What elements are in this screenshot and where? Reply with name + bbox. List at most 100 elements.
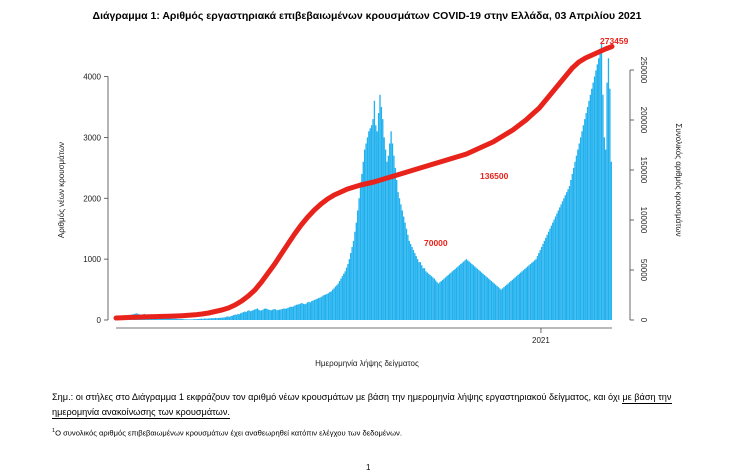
daily-cases-bar	[362, 161, 364, 320]
daily-cases-bar	[217, 317, 220, 320]
daily-cases-bar	[316, 298, 318, 320]
daily-cases-bar	[245, 312, 247, 320]
daily-cases-bar	[518, 273, 520, 320]
daily-cases-bar	[517, 274, 519, 320]
daily-cases-bar	[428, 273, 430, 320]
daily-cases-bar	[538, 253, 540, 320]
daily-cases-bar	[588, 100, 590, 321]
daily-cases-bar	[522, 270, 525, 320]
daily-cases-bar	[500, 289, 502, 320]
daily-cases-bar	[422, 268, 424, 320]
daily-cases-bar	[383, 137, 385, 320]
daily-cases-bar	[294, 305, 296, 320]
daily-cases-bar	[340, 278, 342, 320]
daily-cases-bar	[506, 284, 508, 320]
daily-cases-bar	[173, 318, 175, 320]
daily-cases-bar	[550, 225, 553, 320]
daily-cases-bar	[575, 155, 578, 320]
daily-cases-bar	[338, 281, 341, 320]
daily-cases-bar	[398, 198, 401, 320]
daily-cases-bar	[206, 318, 208, 320]
daily-cases-bar	[568, 186, 571, 320]
daily-cases-bar	[213, 318, 215, 320]
daily-cases-bar	[514, 277, 516, 320]
daily-cases-bar	[251, 310, 253, 320]
daily-cases-bar	[539, 250, 541, 320]
daily-cases-bar	[433, 278, 435, 320]
daily-cases-bar	[592, 82, 594, 320]
daily-cases-bar	[189, 319, 192, 320]
daily-cases-bar	[528, 265, 530, 320]
daily-cases-bar	[177, 318, 179, 320]
daily-cases-bar	[256, 308, 259, 320]
daily-cases-bar	[347, 264, 349, 320]
daily-cases-bar	[166, 317, 168, 320]
daily-cases-bar	[269, 309, 271, 320]
daily-cases-bar	[475, 267, 477, 320]
daily-cases-bar	[203, 318, 206, 320]
daily-cases-bar	[607, 58, 610, 320]
daily-cases-bar	[265, 308, 267, 320]
daily-cases-bar	[188, 319, 190, 320]
daily-cases-bar	[589, 94, 592, 320]
daily-cases-bar	[304, 304, 306, 320]
daily-cases-bar	[603, 137, 605, 320]
daily-cases-bar	[184, 319, 186, 320]
daily-cases-bar	[467, 260, 469, 320]
daily-cases-bar	[521, 271, 523, 320]
daily-cases-bar	[274, 309, 277, 320]
daily-cases-bar	[419, 262, 422, 320]
daily-cases-bar	[244, 311, 246, 320]
daily-cases-bar	[284, 308, 286, 320]
daily-cases-bar	[260, 310, 263, 320]
daily-cases-bar	[557, 210, 559, 320]
daily-cases-bar	[191, 319, 193, 320]
daily-cases-bar	[515, 276, 518, 320]
daily-cases-bar	[400, 204, 402, 320]
x-axis-title: Ημερομηνία λήψης δείγματος	[315, 359, 419, 368]
page-number: 1	[366, 463, 371, 472]
daily-cases-bar	[513, 278, 515, 320]
left-tick-label: 0	[97, 316, 102, 325]
daily-cases-bar	[468, 261, 470, 320]
right-tick-label: 250000	[639, 57, 648, 84]
daily-cases-bar	[472, 265, 474, 320]
daily-cases-bar	[358, 198, 360, 320]
daily-cases-bar	[277, 309, 279, 320]
peak-label: 273459	[600, 36, 629, 46]
daily-cases-bar	[533, 260, 536, 320]
daily-cases-bar	[334, 286, 337, 320]
daily-cases-bar	[326, 293, 328, 320]
daily-cases-bar	[355, 222, 357, 320]
daily-cases-bar	[382, 119, 384, 320]
daily-cases-bar	[272, 309, 274, 320]
daily-cases-bar	[595, 70, 597, 321]
daily-cases-bar	[372, 119, 374, 320]
daily-cases-bar	[436, 282, 438, 320]
daily-cases-bar	[532, 261, 534, 320]
right-tick-label: 150000	[639, 157, 648, 184]
daily-cases-bar	[510, 281, 512, 320]
daily-cases-bars	[116, 43, 612, 321]
daily-cases-bar	[195, 319, 197, 320]
daily-cases-bar	[486, 277, 488, 320]
daily-cases-bar	[554, 216, 557, 320]
daily-cases-bar	[448, 273, 451, 320]
daily-cases-bar	[354, 231, 356, 320]
daily-cases-bar	[365, 143, 367, 320]
daily-cases-bar	[295, 304, 298, 320]
daily-cases-bar	[387, 155, 390, 320]
daily-cases-bar	[561, 201, 564, 320]
daily-cases-bar	[231, 315, 233, 320]
daily-cases-bar	[311, 301, 313, 320]
cumulative-cases-line	[113, 44, 615, 321]
daily-cases-bar	[384, 149, 387, 320]
daily-cases-bar	[430, 276, 433, 320]
daily-cases-bar	[377, 113, 380, 320]
daily-cases-bar	[478, 270, 480, 320]
daily-cases-bar	[451, 271, 454, 320]
daily-cases-bar	[280, 309, 282, 320]
daily-cases-bar	[435, 280, 437, 320]
daily-cases-bar	[279, 309, 281, 320]
daily-cases-bar	[373, 100, 376, 321]
